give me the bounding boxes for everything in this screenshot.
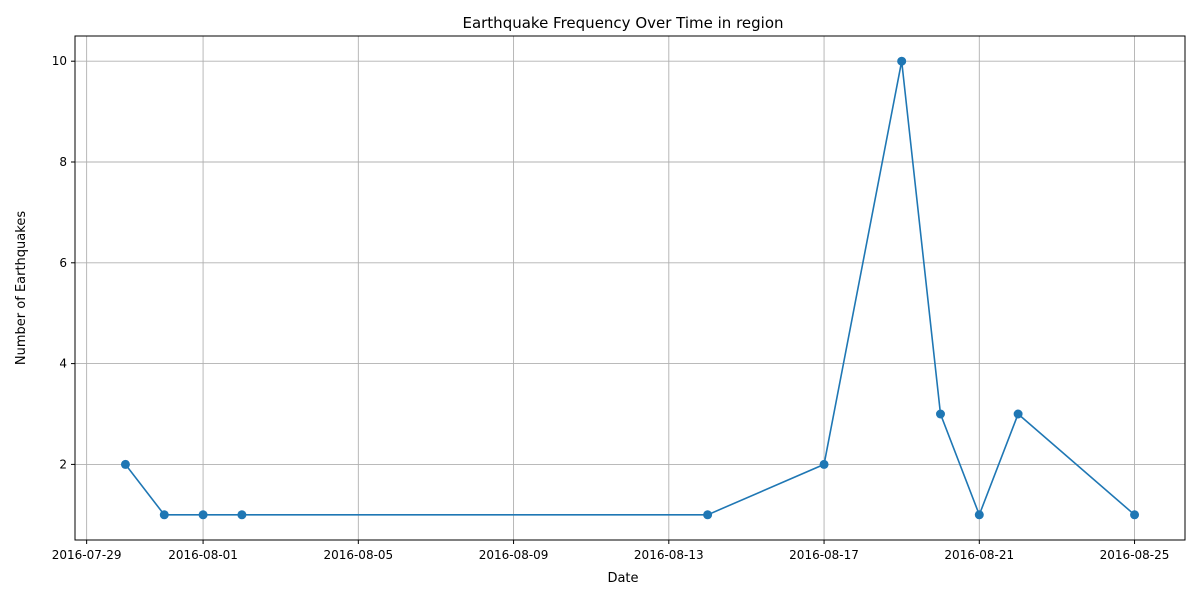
- data-point: [897, 56, 907, 66]
- data-point: [974, 510, 984, 520]
- series-layer: [120, 56, 1140, 520]
- data-point: [120, 459, 130, 469]
- x-tick-label: 2016-08-01: [168, 548, 238, 562]
- chart-title: Earthquake Frequency Over Time in region: [462, 14, 783, 32]
- data-point: [237, 510, 247, 520]
- data-point: [703, 510, 713, 520]
- y-tick-label: 6: [59, 256, 67, 270]
- x-tick-label: 2016-08-25: [1100, 548, 1170, 562]
- y-tick-label: 10: [52, 54, 67, 68]
- y-tick-label: 2: [59, 457, 67, 471]
- grid: [75, 36, 1185, 540]
- data-point: [935, 409, 945, 419]
- y-axis-label: Number of Earthquakes: [14, 211, 29, 365]
- x-tick-label: 2016-08-21: [944, 548, 1014, 562]
- x-tick-label: 2016-08-09: [479, 548, 549, 562]
- x-tick-label: 2016-08-05: [323, 548, 393, 562]
- data-point: [819, 459, 829, 469]
- ticks: 2016-07-29 2016-08-01 2016-08-05 2016-08-09…: [52, 54, 1170, 562]
- y-tick-label: 8: [59, 155, 67, 169]
- y-tick-label: 4: [59, 357, 67, 371]
- data-point: [198, 510, 208, 520]
- x-axis-label: Date: [607, 571, 638, 586]
- data-point: [159, 510, 169, 520]
- x-tick-label: 2016-08-13: [634, 548, 704, 562]
- plot-frame: [74, 35, 1186, 541]
- x-tick-label: 2016-08-17: [789, 548, 859, 562]
- data-point: [1130, 510, 1140, 520]
- x-tick-label: 2016-07-29: [52, 548, 122, 562]
- data-point: [1013, 409, 1023, 419]
